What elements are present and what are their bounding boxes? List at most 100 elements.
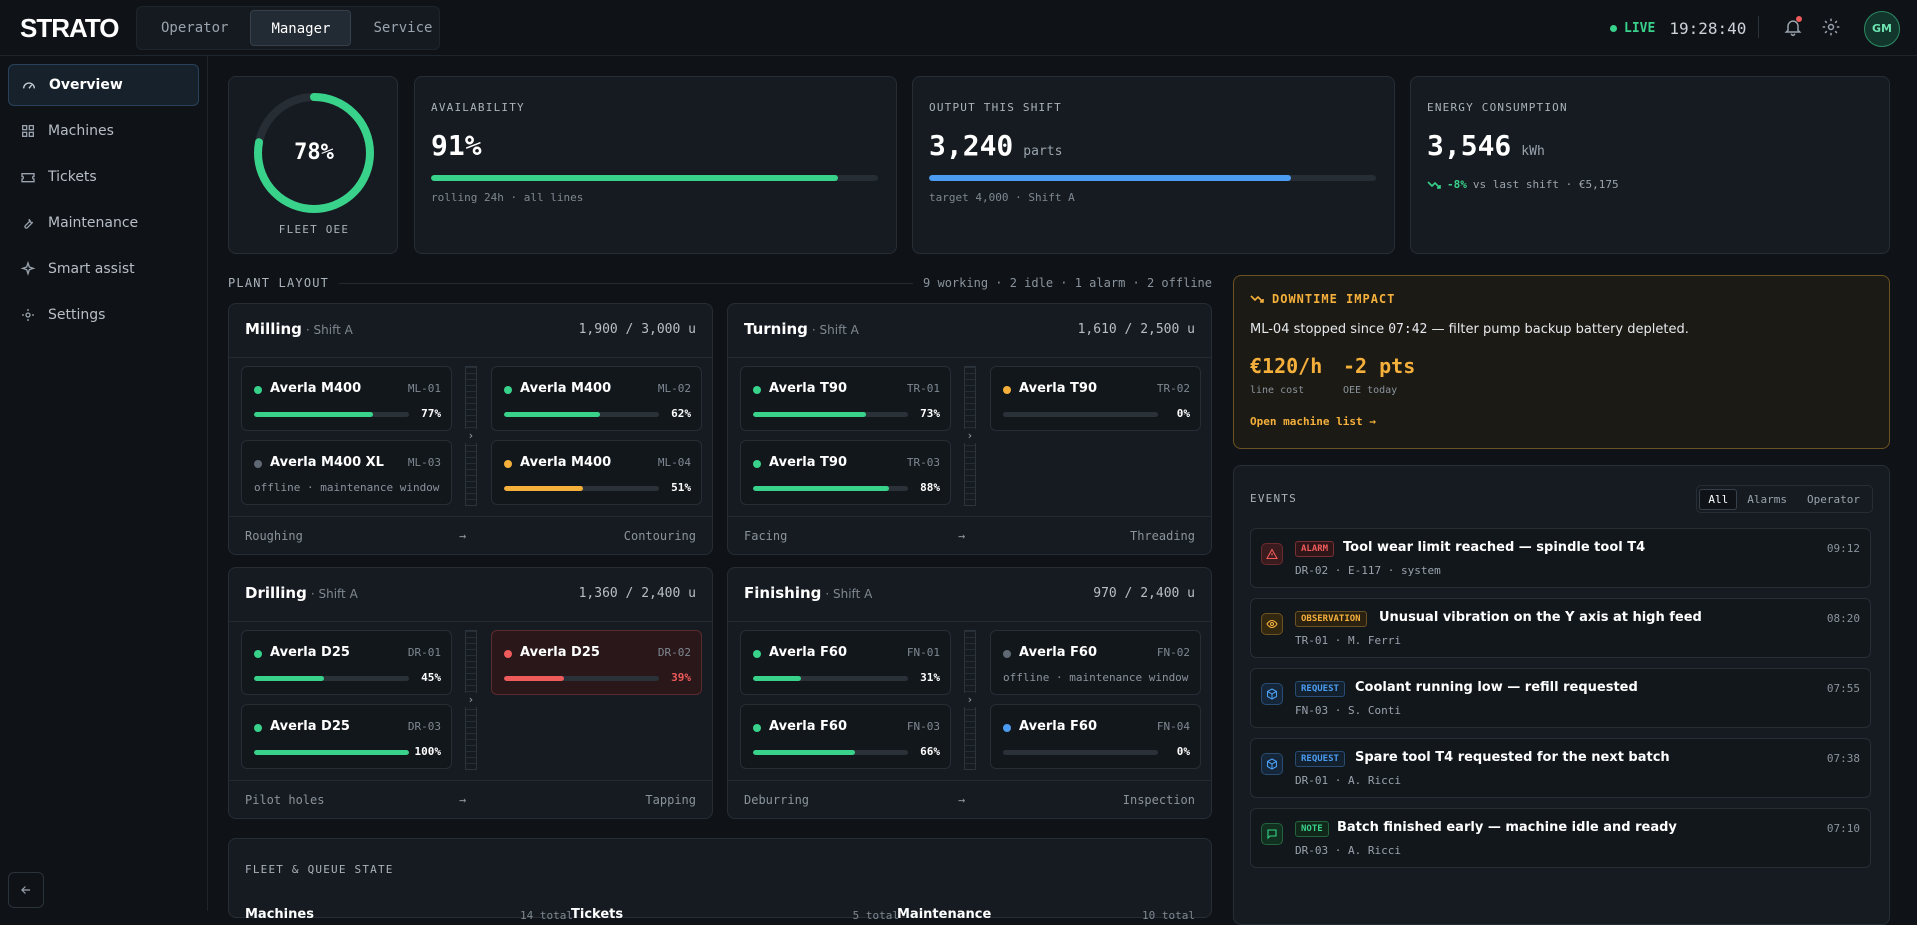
oee-card: 78% FLEET OEE [228, 76, 398, 254]
machine-progress-fill [504, 412, 601, 417]
mode-operator[interactable]: Operator [161, 20, 229, 36]
machine-card-dr-01[interactable]: Averla D25 DR-01 45% [241, 630, 452, 695]
machine-progress [1003, 412, 1158, 417]
sidebar-item-label: Smart assist [48, 261, 135, 277]
machine-id: DR-03 [407, 720, 441, 733]
availability-subtitle: rolling 24h · all lines [431, 191, 584, 204]
machine-card-dr-03[interactable]: Averla D25 DR-03 100% [241, 704, 452, 769]
machine-card-dr-02[interactable]: Averla D25 DR-02 39% [491, 630, 702, 695]
machine-card-fn-02[interactable]: Averla F60 FN-02 offline · maintenance win… [990, 630, 1201, 695]
event-item[interactable]: NOTE Batch finished early — machine idle… [1250, 808, 1871, 868]
output-title: OUTPUT THIS SHIFT [929, 101, 1062, 114]
conveyor-arrow-icon: › [465, 429, 477, 443]
machine-card-tr-01[interactable]: Averla T90 TR-01 73% [740, 366, 951, 431]
machine-card-ml-01[interactable]: Averla M400 ML-01 77% [241, 366, 452, 431]
machine-card-ml-04[interactable]: Averla M400 ML-04 51% [491, 440, 702, 505]
event-title: Batch finished early — machine idle and … [1337, 820, 1677, 835]
machine-id: FN-02 [1156, 646, 1190, 659]
energy-delta-row: -8% vs last shift · €5,175 [1427, 178, 1619, 191]
filter-alarms[interactable]: Alarms [1747, 492, 1788, 506]
sidebar-item-label: Overview [49, 77, 123, 93]
open-machine-list-link[interactable]: Open machine list → [1250, 415, 1376, 428]
sidebar-item-label: Machines [48, 123, 114, 139]
oee-label: FLEET OEE [278, 223, 350, 236]
divider [229, 780, 712, 781]
event-item[interactable]: ALARM Tool wear limit reached — spindle … [1250, 528, 1871, 588]
impact-cost: €120/h [1250, 354, 1323, 378]
machine-name: Averla T90 [769, 381, 848, 396]
warning-icon [1261, 543, 1283, 565]
cell-title: Finishing · Shift A [744, 584, 872, 602]
status-dot [1003, 650, 1011, 658]
event-item[interactable]: REQUEST Coolant running low — refill req… [1250, 668, 1871, 728]
status-dot [254, 650, 262, 658]
mode-service[interactable]: Service [373, 20, 433, 36]
app-logo[interactable]: STRATO [20, 13, 119, 43]
conveyor-arrow-icon: › [964, 693, 976, 707]
top-bar: STRATO Operator Manager Service LIVE 19:… [0, 0, 1917, 56]
flow-to: Threading [1129, 529, 1195, 543]
status-dot [504, 460, 512, 468]
fleet-maintenance-label[interactable]: Maintenance [897, 907, 992, 922]
machine-card-tr-03[interactable]: Averla T90 TR-03 88% [740, 440, 951, 505]
cell-turning[interactable]: Turning · Shift A 1,610 / 2,500 u Averla … [727, 303, 1212, 555]
conveyor: › [465, 630, 477, 770]
machine-progress [254, 412, 409, 417]
machine-card-fn-03[interactable]: Averla F60 FN-03 66% [740, 704, 951, 769]
cell-finishing[interactable]: Finishing · Shift A 970 / 2,400 u Averla … [727, 567, 1212, 819]
event-item[interactable]: OBSERVATION Unusual vibration on the Y a… [1250, 598, 1871, 658]
cell-name: Finishing [744, 584, 822, 602]
mode-switcher: Operator Manager Service [136, 6, 440, 50]
event-title: Spare tool T4 requested for the next bat… [1355, 750, 1670, 765]
sidebar-item-settings[interactable]: Settings [8, 294, 199, 336]
event-meta: DR-03 · A. Ricci [1295, 844, 1401, 857]
impact-oee-label: OEE today [1343, 385, 1398, 396]
sidebar-item-maintenance[interactable]: Maintenance [8, 202, 199, 244]
sidebar-item-overview[interactable]: Overview [8, 64, 199, 106]
machine-card-fn-04[interactable]: Averla F60 FN-04 0% [990, 704, 1201, 769]
machine-pct: 39% [671, 671, 691, 684]
machine-pct: 100% [414, 745, 442, 758]
cell-milling[interactable]: Milling · Shift A 1,900 / 3,000 u Averla … [228, 303, 713, 555]
fleet-machines-label[interactable]: Machines [245, 907, 314, 922]
machine-note: offline · maintenance window [254, 481, 440, 494]
event-title: Tool wear limit reached — spindle tool T… [1343, 540, 1646, 555]
notifications-bell-icon[interactable] [1783, 16, 1803, 37]
machine-card-tr-02[interactable]: Averla T90 TR-02 0% [990, 366, 1201, 431]
output-subtitle: target 4,000 · Shift A [929, 191, 1075, 204]
flow-from: Roughing [245, 529, 303, 543]
machine-id: FN-01 [906, 646, 940, 659]
machine-progress-fill [504, 486, 584, 491]
sidebar-item-tickets[interactable]: Tickets [8, 156, 199, 198]
filter-operator[interactable]: Operator [1807, 492, 1860, 506]
filter-all[interactable]: All [1699, 488, 1738, 510]
output-unit: parts [1023, 144, 1063, 159]
sidebar-item-machines[interactable]: Machines [8, 110, 199, 152]
collapse-sidebar-button[interactable] [8, 872, 44, 908]
machine-progress [504, 486, 659, 491]
settings-gear-icon[interactable] [1821, 17, 1841, 37]
machine-id: FN-04 [1156, 720, 1190, 733]
fleet-tickets-label[interactable]: Tickets [571, 907, 624, 922]
avatar[interactable]: GM [1864, 11, 1900, 47]
machine-progress-fill [254, 750, 409, 755]
sidebar-item-smart-assist[interactable]: Smart assist [8, 248, 199, 290]
machine-pct: 51% [671, 481, 691, 494]
machine-card-ml-03[interactable]: Averla M400 XL ML-03 offline · maintenance… [241, 440, 452, 505]
output-bar-fill [929, 175, 1292, 181]
machine-progress [254, 750, 409, 755]
impact-title: DOWNTIME IMPACT [1272, 292, 1396, 306]
cell-drilling[interactable]: Drilling · Shift A 1,360 / 2,400 u Averla… [228, 567, 713, 819]
machine-card-ml-02[interactable]: Averla M400 ML-02 62% [491, 366, 702, 431]
cell-count: 1,610 / 2,500 u [1077, 322, 1195, 337]
eye-icon [1261, 613, 1283, 635]
conveyor: › [465, 366, 477, 506]
live-status: LIVE 19:28:40 [1610, 19, 1746, 38]
mode-manager[interactable]: Manager [250, 10, 352, 46]
oee-value: 78% [294, 140, 334, 165]
event-item[interactable]: REQUEST Spare tool T4 requested for the … [1250, 738, 1871, 798]
output-value: 3,240 [929, 129, 1014, 162]
machine-card-fn-01[interactable]: Averla F60 FN-01 31% [740, 630, 951, 695]
cell-count: 1,900 / 3,000 u [578, 322, 696, 337]
event-badge: OBSERVATION [1295, 611, 1367, 627]
